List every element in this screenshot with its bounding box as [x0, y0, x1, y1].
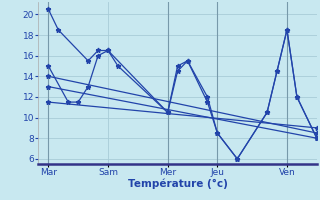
- X-axis label: Température (°c): Température (°c): [128, 179, 228, 189]
